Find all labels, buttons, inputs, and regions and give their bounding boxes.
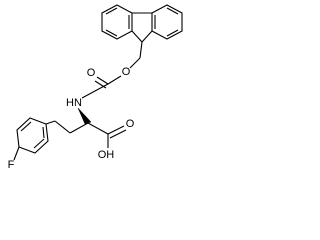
bond [109,129,127,139]
bond [33,138,45,149]
bond [166,7,179,15]
bond [69,122,89,134]
bond [139,41,143,59]
atom-label: F [8,159,15,171]
bond [54,120,71,134]
ring [101,4,133,40]
bond [13,146,20,161]
atom-label: OH [98,149,115,161]
bonds [13,4,183,161]
atom-label: O [87,67,96,79]
bond [105,7,118,15]
bond [81,83,109,99]
bond [94,80,107,89]
atom-label: O [126,118,135,130]
wedge [77,107,92,125]
bond [141,30,153,43]
bond [166,29,179,37]
bond [96,76,109,85]
atom-label: O [122,66,131,78]
bond [42,126,45,139]
structure-diagram: O O HN O OH F [8,4,183,171]
bond [20,121,32,132]
atom-label: HN [66,97,82,109]
bond [45,120,56,125]
bond [105,29,118,37]
bond [129,57,141,69]
bond [107,125,125,135]
bond [107,75,122,85]
bond [87,122,109,135]
bond [131,30,143,43]
ring [151,4,183,40]
